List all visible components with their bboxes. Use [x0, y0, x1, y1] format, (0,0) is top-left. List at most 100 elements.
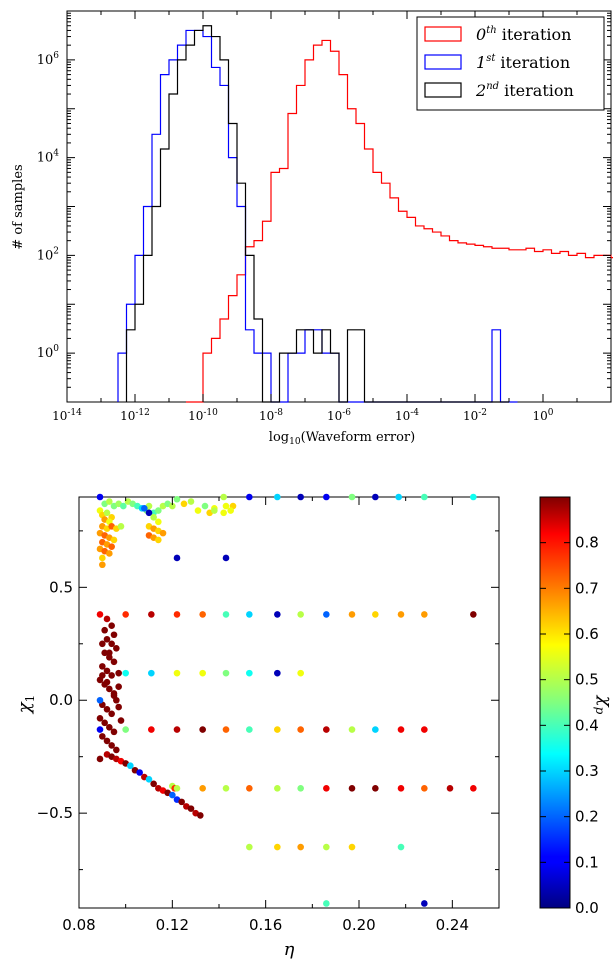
histogram-y-tick-label: 102	[37, 246, 59, 263]
scatter-point	[297, 493, 304, 501]
scatter-x-ticks: 0.08 0.12 0.16 0.20 0.24	[62, 497, 469, 934]
scatter-point	[96, 696, 104, 704]
scatter-point	[421, 900, 428, 907]
scatter-point	[246, 785, 253, 792]
scatter-point	[101, 626, 108, 634]
scatter-point	[220, 509, 227, 517]
scatter-point	[470, 493, 477, 501]
scatter-point	[110, 536, 118, 544]
scatter-point	[110, 692, 118, 700]
scatter-point	[101, 649, 108, 657]
scatter-y-tick-label: 0.0	[49, 691, 73, 709]
scatter-point	[222, 502, 230, 510]
scatter-point	[199, 669, 206, 677]
scatter-point	[421, 493, 428, 501]
scatter-point	[395, 493, 402, 501]
scatter-point	[108, 710, 115, 718]
scatter-point	[136, 769, 143, 776]
scatter-point	[103, 509, 111, 517]
scatter-point	[274, 843, 281, 851]
scatter-point	[103, 678, 111, 686]
scatter-point	[103, 667, 111, 675]
histogram-legend: 0th iteration 1st iteration 2nd iteration	[416, 16, 605, 111]
scatter-point	[99, 561, 106, 569]
scatter-point	[397, 785, 405, 792]
scatter-chart: 0.08 0.12 0.16 0.20 0.24 −0.5 0.0 0.5 η χ1	[14, 493, 613, 960]
scatter-point	[99, 640, 106, 648]
scatter-y-tick-label: −0.5	[37, 804, 73, 822]
scatter-point	[103, 705, 111, 713]
scatter-point	[99, 554, 106, 562]
histogram-x-tick-label: 10-10	[188, 408, 218, 423]
scatter-point	[220, 493, 227, 501]
legend-swatch	[424, 82, 462, 98]
scatter-point	[115, 683, 122, 690]
scatter-point	[150, 514, 157, 521]
scatter-point	[122, 611, 129, 618]
scatter-point	[421, 785, 428, 792]
scatter-point	[103, 635, 111, 643]
scatter-point	[145, 775, 153, 783]
scatter-y-ticks: −0.5 0.0 0.5	[37, 530, 499, 871]
scatter-x-tick-label: 0.24	[436, 916, 469, 934]
legend-label: 2nd iteration	[475, 81, 574, 100]
scatter-point	[145, 509, 153, 517]
scatter-point	[222, 554, 230, 562]
scatter-point	[117, 523, 125, 530]
legend-label: 1st iteration	[476, 53, 570, 72]
scatter-point	[297, 726, 304, 733]
scatter-point	[173, 726, 181, 733]
scatter-x-tick-label: 0.20	[342, 916, 375, 934]
scatter-point	[101, 719, 108, 727]
scatter-point	[106, 550, 113, 557]
histogram-x-tick-label: 10-4	[395, 408, 419, 423]
scatter-point	[323, 726, 330, 733]
scatter-point	[274, 493, 281, 501]
histogram-y-tick-label: 104	[37, 149, 60, 166]
scatter-point	[108, 622, 115, 630]
scatter-point	[122, 669, 129, 677]
scatter-point	[246, 669, 253, 677]
scatter-x-tick-label: 0.16	[249, 916, 282, 934]
scatter-point	[372, 726, 379, 733]
scatter-point	[187, 805, 195, 812]
scatter-point	[470, 785, 477, 792]
scatter-point	[113, 746, 120, 754]
scatter-point	[348, 785, 356, 792]
histogram-x-tick-label: 10-6	[327, 408, 351, 423]
colorbar-tick-label: 0.2	[575, 808, 599, 826]
scatter-point	[155, 536, 162, 544]
scatter-point	[372, 493, 379, 501]
scatter-point	[201, 502, 209, 510]
scatter-point	[199, 611, 206, 618]
scatter-point	[96, 611, 104, 618]
scatter-point	[274, 785, 281, 792]
scatter-point	[99, 663, 106, 670]
scatter-point	[127, 762, 134, 770]
scatter-point	[108, 672, 115, 679]
scatter-point	[246, 493, 253, 501]
scatter-point	[103, 737, 111, 745]
scatter-x-tick-label: 0.08	[62, 916, 95, 934]
histogram-x-axis-label: log10(Waveform error)	[269, 430, 415, 447]
colorbar-tick-label: 0.5	[575, 671, 599, 689]
scatter-point	[110, 728, 118, 736]
scatter-point	[199, 726, 206, 733]
scatter-y-tick-label: 0.5	[49, 578, 73, 596]
colorbar-tick-label: 0.1	[575, 853, 599, 871]
scatter-point	[222, 785, 230, 792]
scatter-point	[348, 611, 356, 618]
histogram-x-tick-label: 10-8	[259, 408, 283, 423]
scatter-point	[211, 507, 218, 514]
scatter-point	[246, 843, 253, 851]
scatter-x-axis-label: η	[284, 939, 295, 960]
legend-swatch	[424, 26, 462, 42]
scatter-point	[115, 703, 122, 711]
histogram-y-axis-label: # of samples	[11, 164, 26, 249]
colorbar-tick-label: 0.3	[575, 762, 599, 780]
scatter-point	[246, 611, 253, 618]
colorbar-tick-label: 0.7	[575, 579, 599, 597]
scatter-point	[120, 502, 127, 510]
scatter-point	[117, 717, 125, 724]
scatter-point	[173, 554, 181, 562]
